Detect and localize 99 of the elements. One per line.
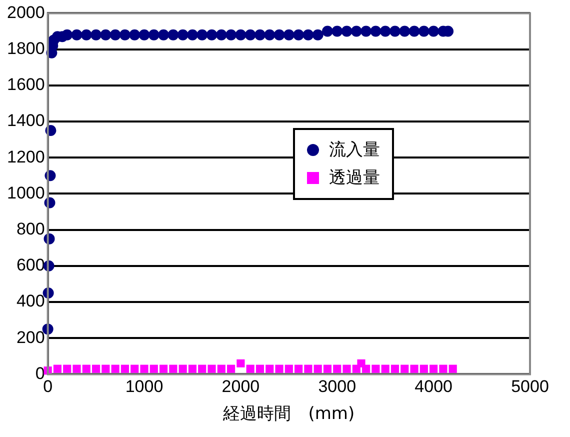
point xyxy=(293,29,304,40)
point xyxy=(428,26,440,37)
point xyxy=(400,364,409,373)
point xyxy=(111,364,120,373)
point xyxy=(119,29,130,40)
point xyxy=(246,364,254,373)
point xyxy=(177,29,188,40)
point xyxy=(188,364,197,373)
point xyxy=(102,364,110,373)
point xyxy=(53,364,62,373)
point xyxy=(168,29,179,40)
x-axis-title: 経過時間 (mm) xyxy=(222,404,355,424)
point xyxy=(399,26,410,37)
point xyxy=(390,364,400,373)
point xyxy=(420,364,428,373)
point xyxy=(71,29,82,40)
point xyxy=(62,29,73,40)
y-tick-label: 0 xyxy=(35,364,45,383)
legend-label: 透過量 xyxy=(329,167,380,190)
point xyxy=(302,29,314,40)
point xyxy=(186,29,198,40)
point xyxy=(408,26,420,37)
point xyxy=(341,26,352,37)
point xyxy=(169,364,178,373)
point xyxy=(322,26,333,37)
point xyxy=(380,26,391,37)
point xyxy=(160,364,168,373)
point xyxy=(236,359,245,368)
point xyxy=(389,26,400,37)
point xyxy=(350,26,362,37)
point xyxy=(140,364,148,373)
x-tick-label: 3000 xyxy=(318,377,356,396)
y-tick-label: 800 xyxy=(16,219,45,238)
point xyxy=(284,364,293,373)
point xyxy=(198,364,206,373)
point xyxy=(410,364,418,373)
point xyxy=(304,364,312,373)
x-tick-label: 5000 xyxy=(511,377,549,396)
point xyxy=(256,364,264,373)
point xyxy=(72,364,81,373)
point xyxy=(244,29,256,40)
y-tick-label: 1000 xyxy=(6,183,45,202)
point xyxy=(130,364,139,373)
point xyxy=(235,29,246,40)
point xyxy=(80,29,92,40)
point xyxy=(138,29,150,40)
point xyxy=(342,364,351,373)
point xyxy=(283,29,294,40)
x-tick-label: 4000 xyxy=(414,377,452,396)
y-tick-label: 1400 xyxy=(6,111,45,130)
point xyxy=(82,364,90,373)
y-tick-label: 400 xyxy=(16,292,45,311)
x-tick-label: 1000 xyxy=(125,377,164,396)
y-tick-label: 200 xyxy=(16,328,45,347)
point xyxy=(439,364,448,373)
y-tick-label: 1200 xyxy=(6,147,45,166)
point xyxy=(100,29,112,40)
point xyxy=(264,29,276,40)
point xyxy=(323,364,332,373)
point xyxy=(254,29,266,40)
point xyxy=(372,364,380,373)
point xyxy=(110,29,121,40)
point xyxy=(208,364,216,373)
point xyxy=(312,29,324,40)
point xyxy=(148,29,160,40)
y-tick-label: 1800 xyxy=(6,38,45,58)
point xyxy=(430,364,438,373)
point xyxy=(129,29,140,40)
point xyxy=(217,364,226,373)
y-tick-label: 2000 xyxy=(6,2,45,22)
point xyxy=(448,364,457,373)
point xyxy=(332,26,343,37)
point xyxy=(178,364,187,373)
point xyxy=(294,364,303,373)
y-tick-label: 1600 xyxy=(6,75,45,94)
point xyxy=(370,26,382,37)
legend-label: 流入量 xyxy=(329,139,380,162)
point xyxy=(226,29,237,40)
point xyxy=(314,364,322,373)
point xyxy=(120,364,130,373)
point xyxy=(275,364,284,373)
x-tick-label: 2000 xyxy=(222,377,260,396)
point xyxy=(362,364,370,373)
point xyxy=(333,364,342,373)
point xyxy=(90,29,102,40)
point xyxy=(381,364,390,373)
point xyxy=(150,364,158,373)
point xyxy=(216,29,227,40)
point xyxy=(63,364,72,373)
point xyxy=(418,26,430,37)
point xyxy=(92,364,100,373)
y-tick-label: 600 xyxy=(16,256,45,275)
point xyxy=(227,364,236,373)
point xyxy=(206,29,218,40)
point xyxy=(158,29,170,40)
point xyxy=(360,26,372,37)
point xyxy=(266,364,274,373)
point xyxy=(274,29,285,40)
point xyxy=(196,29,208,40)
